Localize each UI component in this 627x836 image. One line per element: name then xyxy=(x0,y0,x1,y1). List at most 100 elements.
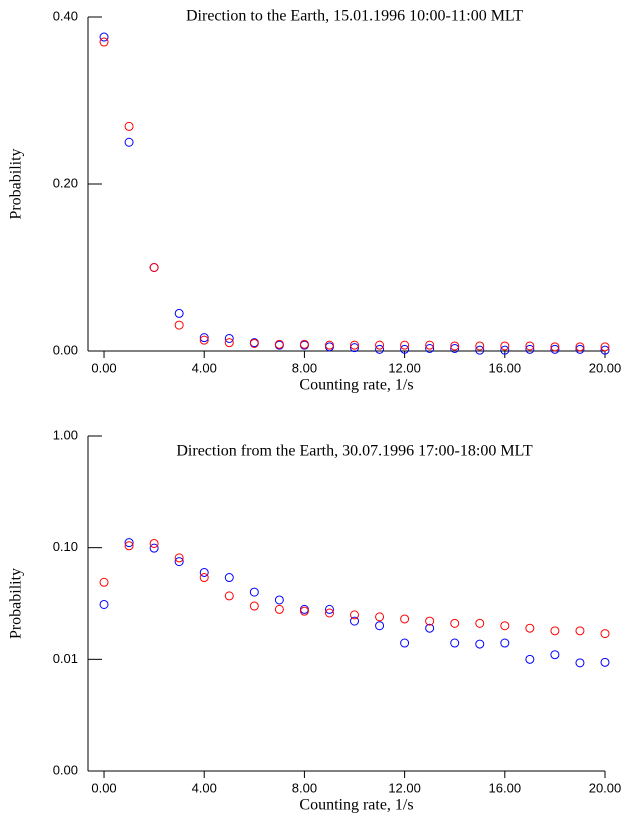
data-point xyxy=(375,344,385,354)
data-point xyxy=(249,338,259,348)
data-point xyxy=(99,37,109,47)
data-point xyxy=(475,618,485,628)
data-point xyxy=(575,342,585,352)
data-point xyxy=(350,340,360,350)
y-tick-label: 0.01 xyxy=(53,651,78,666)
data-point xyxy=(99,577,109,587)
data-point xyxy=(174,320,184,330)
data-point xyxy=(425,343,435,353)
data-point xyxy=(600,345,610,355)
x-tick-label: 4.00 xyxy=(192,360,217,375)
data-point xyxy=(249,587,259,597)
data-point xyxy=(375,612,385,622)
x-tick-label: 16.00 xyxy=(489,780,522,795)
data-point xyxy=(350,610,360,620)
data-point xyxy=(149,543,159,553)
data-point xyxy=(550,626,560,636)
y-tick-label: 0.00 xyxy=(53,762,78,777)
y-tick-label: 0.20 xyxy=(53,175,78,190)
data-point xyxy=(324,604,334,614)
data-point xyxy=(425,623,435,633)
x-axis-label: Counting rate, 1/s xyxy=(299,797,413,814)
data-point xyxy=(425,616,435,626)
data-point xyxy=(450,341,460,351)
data-point xyxy=(375,340,385,350)
data-point xyxy=(375,621,385,631)
data-point xyxy=(324,608,334,618)
data-point xyxy=(299,604,309,614)
data-point xyxy=(450,638,460,648)
chart-title: Direction from the Earth, 30.07.1996 17:… xyxy=(176,443,532,460)
data-point xyxy=(174,557,184,567)
data-point xyxy=(224,591,234,601)
x-tick-label: 12.00 xyxy=(388,780,421,795)
data-point xyxy=(600,657,610,667)
data-point xyxy=(450,343,460,353)
x-tick-label: 12.00 xyxy=(388,360,421,375)
y-tick-label: 0.00 xyxy=(53,342,78,357)
data-point xyxy=(274,595,284,605)
data-point xyxy=(224,333,234,343)
data-point xyxy=(500,638,510,648)
x-tick-label: 20.00 xyxy=(589,780,622,795)
y-axis-label: Probability xyxy=(8,568,25,639)
data-point xyxy=(525,623,535,633)
data-point xyxy=(425,340,435,350)
data-point xyxy=(124,137,134,147)
data-point xyxy=(525,654,535,664)
data-point xyxy=(174,308,184,318)
x-tick-label: 8.00 xyxy=(292,780,317,795)
data-point xyxy=(199,573,209,583)
data-point xyxy=(550,342,560,352)
chart-title: Direction to the Earth, 15.01.1996 10:00… xyxy=(186,8,523,25)
data-point xyxy=(124,538,134,548)
data-point xyxy=(350,616,360,626)
data-point xyxy=(600,342,610,352)
data-point xyxy=(500,341,510,351)
data-point xyxy=(174,553,184,563)
data-point xyxy=(475,341,485,351)
y-tick-label: 0.40 xyxy=(53,8,78,23)
x-tick-label: 4.00 xyxy=(192,780,217,795)
data-point xyxy=(274,604,284,614)
data-point xyxy=(400,340,410,350)
data-point xyxy=(525,344,535,354)
y-tick-label: 1.00 xyxy=(53,427,78,442)
data-point xyxy=(99,32,109,42)
data-point xyxy=(224,338,234,348)
data-point xyxy=(199,567,209,577)
data-point xyxy=(149,263,159,272)
data-point xyxy=(324,340,334,350)
data-point xyxy=(299,339,309,349)
data-point xyxy=(149,538,159,548)
data-point xyxy=(124,121,134,131)
data-point xyxy=(350,343,360,353)
x-tick-label: 20.00 xyxy=(589,360,622,375)
data-point xyxy=(575,344,585,354)
data-point xyxy=(224,573,234,583)
y-tick-label: 0.10 xyxy=(53,539,78,554)
x-tick-label: 16.00 xyxy=(489,360,522,375)
data-point xyxy=(124,541,134,551)
data-point xyxy=(274,339,284,349)
x-tick-label: 8.00 xyxy=(292,360,317,375)
data-point xyxy=(550,344,560,354)
data-point xyxy=(199,333,209,343)
data-point xyxy=(475,639,485,649)
data-point xyxy=(99,599,109,609)
data-point xyxy=(400,638,410,648)
data-point xyxy=(450,618,460,628)
x-tick-label: 0.00 xyxy=(91,360,116,375)
data-point xyxy=(249,601,259,611)
data-point xyxy=(500,345,510,355)
data-point xyxy=(575,626,585,636)
data-point xyxy=(475,345,485,355)
x-axis-label: Counting rate, 1/s xyxy=(299,377,413,394)
y-axis-label: Probability xyxy=(8,148,25,219)
data-point xyxy=(575,658,585,668)
data-point xyxy=(600,629,610,639)
data-point xyxy=(400,614,410,624)
data-point xyxy=(199,335,209,345)
data-point xyxy=(400,344,410,354)
x-tick-label: 0.00 xyxy=(91,780,116,795)
